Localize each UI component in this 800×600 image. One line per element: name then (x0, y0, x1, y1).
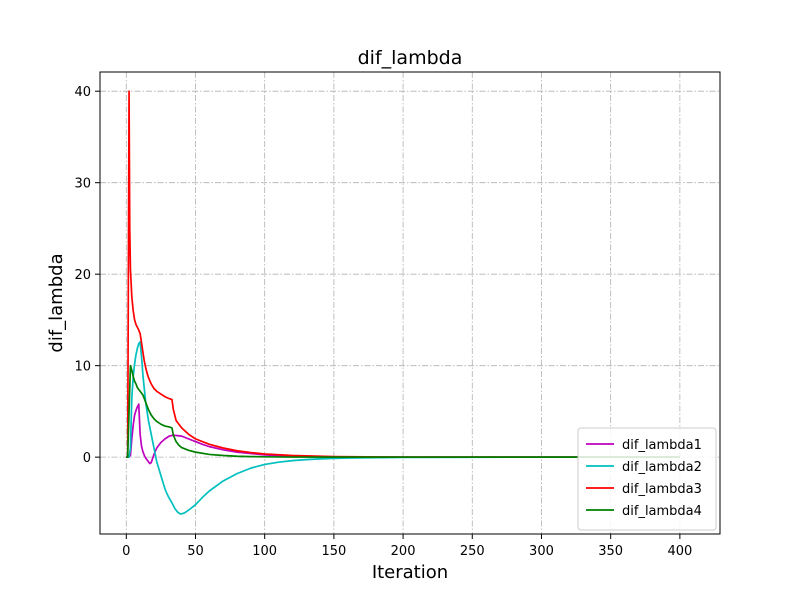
legend-label-dif_lambda3: dif_lambda3 (622, 482, 702, 497)
y-tick-label: 40 (74, 85, 91, 100)
legend-box (577, 427, 717, 531)
x-tick-label: 100 (252, 544, 277, 559)
x-tick-label: 200 (391, 544, 416, 559)
y-tick-label: 0 (83, 451, 91, 466)
x-tick-label: 400 (667, 544, 692, 559)
x-tick-label: 0 (122, 544, 130, 559)
x-tick-label: 250 (460, 544, 485, 559)
axis-ticks: 0 50 100 150 200 250 300 350 400 0 10 20 30 40 (74, 85, 692, 559)
series-layer (126, 90, 680, 515)
series-line-dif_lambda4 (126, 364, 680, 458)
series-line-dif_lambda3 (126, 90, 680, 458)
y-tick-label: 30 (74, 177, 91, 192)
y-tick-label: 20 (74, 268, 91, 283)
chart-title: dif_lambda (358, 47, 463, 69)
x-tick-label: 50 (187, 544, 204, 559)
y-tick-label: 10 (74, 360, 91, 375)
series-line-dif_lambda2 (126, 341, 680, 515)
x-tick-label: 300 (529, 544, 554, 559)
legend: dif_lambda1 dif_lambda2 dif_lambda3 dif_lam… (577, 427, 717, 531)
plot-frame (99, 71, 721, 535)
series-line-dif_lambda1 (126, 403, 680, 465)
legend-label-dif_lambda1: dif_lambda1 (622, 438, 702, 453)
x-tick-label: 350 (598, 544, 623, 559)
x-tick-label: 150 (321, 544, 346, 559)
x-axis-label: Iteration (372, 562, 448, 583)
legend-label-dif_lambda2: dif_lambda2 (622, 460, 702, 475)
y-axis-label: dif_lambda (46, 253, 67, 352)
legend-label-dif_lambda4: dif_lambda4 (622, 504, 702, 519)
